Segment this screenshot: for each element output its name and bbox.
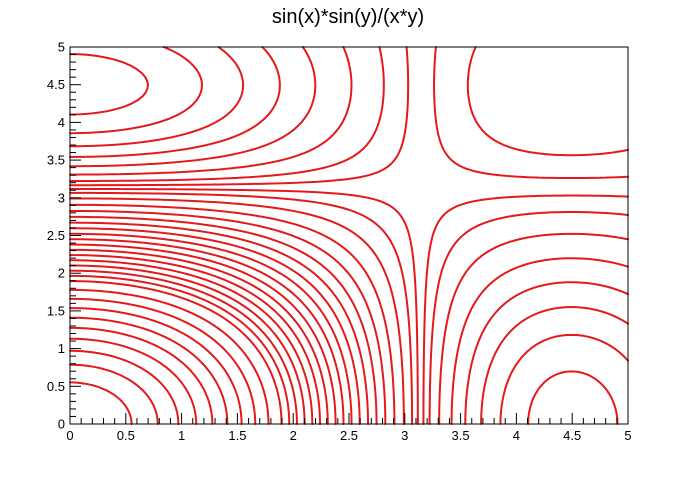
x-tick-label: 5 xyxy=(624,428,631,443)
contour-line xyxy=(69,46,629,425)
contour-line xyxy=(69,274,291,425)
contour-line xyxy=(69,259,314,425)
x-tick-label: 4.5 xyxy=(563,428,581,443)
x-tick-label: 1 xyxy=(178,428,185,443)
contour-line xyxy=(69,243,337,425)
x-tick-label: 2.5 xyxy=(340,428,358,443)
y-tick-label: 1 xyxy=(58,341,65,356)
contour-line xyxy=(69,337,198,425)
contour-line xyxy=(69,46,629,425)
y-tick-label: 4 xyxy=(58,115,65,130)
contour-line xyxy=(69,297,257,425)
contour-line xyxy=(69,46,629,425)
contour-line xyxy=(69,326,214,425)
y-axis: 0 0.5 1 1.5 2 2.5 3 3.5 4 4.5 5 xyxy=(47,40,81,432)
contour-line xyxy=(69,238,345,425)
contour-line xyxy=(69,46,629,425)
x-tick-label: 3 xyxy=(401,428,408,443)
x-tick-label: 3.5 xyxy=(452,428,470,443)
contour-line xyxy=(69,381,133,425)
contour-line xyxy=(69,46,629,425)
x-tick-label: 0.5 xyxy=(117,428,135,443)
y-tick-label: 0.5 xyxy=(47,379,65,394)
y-tick-label: 2 xyxy=(58,266,65,281)
x-axis: 0 0.5 1 1.5 2 2.5 3 3.5 4 4.5 5 xyxy=(66,413,632,443)
contour-line xyxy=(69,264,306,425)
contour-line xyxy=(69,46,629,425)
y-tick-label: 4.5 xyxy=(47,77,65,92)
contour-lines xyxy=(69,46,629,425)
contour-line xyxy=(69,221,370,425)
contour-line xyxy=(69,248,329,425)
contour-line xyxy=(69,197,405,425)
contour-line xyxy=(69,203,396,425)
contour-line xyxy=(69,209,387,425)
contour-line xyxy=(69,46,629,425)
x-tick-label: 0 xyxy=(66,428,73,443)
x-tick-label: 4 xyxy=(513,428,520,443)
y-tick-label: 3.5 xyxy=(47,153,65,168)
contour-line xyxy=(69,46,629,425)
contour-line xyxy=(69,288,270,425)
contour-line xyxy=(69,307,243,425)
contour-line xyxy=(69,280,283,425)
y-tick-label: 0 xyxy=(58,417,65,432)
x-tick-label: 1.5 xyxy=(228,428,246,443)
y-tick-label: 3 xyxy=(58,190,65,205)
chart-title: sin(x)*sin(y)/(x*y) xyxy=(272,6,424,28)
y-tick-label: 1.5 xyxy=(47,303,65,318)
contour-line xyxy=(69,363,159,425)
y-tick-label: 2.5 xyxy=(47,228,65,243)
contour-line xyxy=(69,254,322,425)
contour-line xyxy=(69,46,629,425)
contour-line xyxy=(69,269,298,425)
contour-line xyxy=(69,215,378,425)
contour-line xyxy=(69,349,180,425)
y-tick-label: 5 xyxy=(58,40,65,55)
contour-line xyxy=(69,232,353,425)
x-tick-label: 2 xyxy=(290,428,297,443)
contour-line xyxy=(69,53,619,425)
contour-line xyxy=(69,316,229,425)
